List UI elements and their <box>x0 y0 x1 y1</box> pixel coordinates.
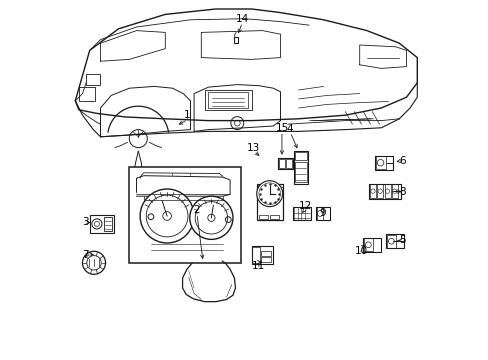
Text: 9: 9 <box>319 208 325 218</box>
Bar <box>258 184 282 187</box>
Bar <box>384 184 390 198</box>
Circle shape <box>189 196 232 239</box>
Bar <box>295 162 306 182</box>
Bar <box>270 215 279 219</box>
Bar <box>90 215 114 233</box>
Bar <box>295 152 306 160</box>
Bar <box>294 151 307 184</box>
Circle shape <box>82 251 105 274</box>
Bar <box>391 184 397 198</box>
Bar <box>258 215 267 219</box>
Text: 5: 5 <box>399 235 406 246</box>
Text: 2: 2 <box>193 204 200 215</box>
Bar <box>317 207 322 220</box>
Text: 13: 13 <box>247 143 260 153</box>
Bar <box>261 251 271 256</box>
Text: 8: 8 <box>399 186 406 197</box>
Bar <box>257 184 283 220</box>
Circle shape <box>140 189 194 243</box>
Text: 3: 3 <box>82 217 88 228</box>
Bar <box>129 167 241 263</box>
Text: 11: 11 <box>252 261 265 271</box>
Bar <box>208 92 247 108</box>
Bar <box>293 207 310 220</box>
Bar <box>79 87 95 101</box>
Text: 7: 7 <box>82 249 88 260</box>
Text: 1: 1 <box>184 110 190 120</box>
Bar <box>86 74 101 85</box>
Bar <box>233 37 238 43</box>
Bar <box>285 159 291 168</box>
Bar <box>374 156 392 170</box>
Circle shape <box>256 181 282 207</box>
Bar <box>279 159 285 168</box>
Text: 12: 12 <box>298 201 311 211</box>
Bar <box>316 207 329 220</box>
Bar <box>386 235 395 248</box>
Bar <box>278 158 292 169</box>
Bar <box>386 234 403 248</box>
Bar <box>369 184 375 198</box>
Text: 4: 4 <box>286 123 293 134</box>
Bar <box>375 156 385 169</box>
Text: 14: 14 <box>235 14 248 24</box>
Bar <box>368 184 401 199</box>
Text: 6: 6 <box>399 156 406 166</box>
Text: 15: 15 <box>275 123 288 133</box>
Bar <box>363 238 380 252</box>
Bar <box>251 246 273 264</box>
Bar <box>104 217 112 231</box>
Bar <box>252 247 260 263</box>
Bar <box>204 90 251 110</box>
Bar <box>261 257 271 262</box>
Bar <box>363 238 372 251</box>
Bar <box>377 184 383 198</box>
Text: 10: 10 <box>354 246 367 256</box>
